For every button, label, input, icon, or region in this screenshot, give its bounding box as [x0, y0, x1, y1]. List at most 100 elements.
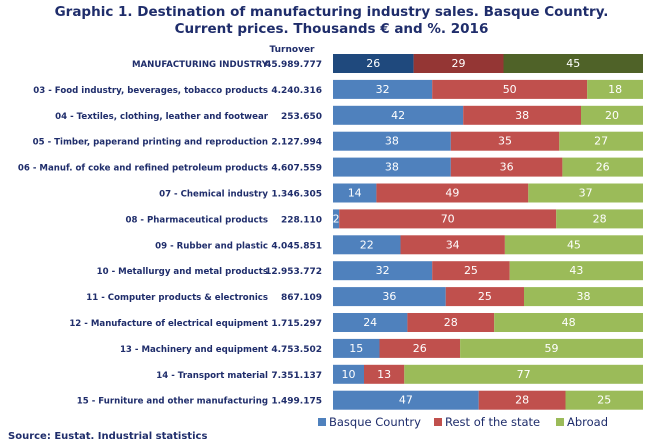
turnover-value: 1.499.175: [271, 397, 322, 407]
turnover-value: 1.715.297: [271, 319, 322, 329]
chart-title-line1: Graphic 1. Destination of manufacturing …: [54, 4, 609, 20]
bar-segment-basque-country: [333, 261, 433, 281]
bar-segment-abroad: [494, 313, 643, 332]
bar-segment-rest-of-state: [432, 261, 510, 281]
bar-data-label: 32: [376, 83, 390, 96]
bar-data-label: 38: [577, 290, 591, 303]
chart-title: Graphic 1. Destination of manufacturing …: [0, 4, 663, 38]
turnover-value: 4.607.559: [271, 164, 322, 174]
bar-segment-rest-of-state: [407, 313, 495, 332]
bar-segment-basque-country: [333, 235, 401, 255]
turnover-value: 4.045.851: [271, 241, 322, 251]
bar-segment-abroad: [460, 338, 643, 358]
bar-data-label: 36: [382, 290, 396, 303]
bar-data-label: 20: [605, 109, 619, 122]
bar-data-label: 26: [413, 342, 427, 355]
turnover-value: 45.989.777: [265, 60, 322, 70]
category-label: 05 - Timber, paperand printing and repro…: [33, 138, 268, 148]
bar-data-label: 10: [342, 368, 356, 381]
bar-data-label: 28: [593, 212, 607, 225]
bar-segment-basque-country: [333, 364, 364, 384]
turnover-value: 12.953.772: [265, 267, 322, 277]
category-label: 04 - Textiles, clothing, leather and foo…: [55, 112, 269, 122]
bar-data-label: 45: [567, 238, 581, 251]
bar-data-label: 47: [399, 394, 413, 407]
bar-segment-abroad: [509, 261, 643, 281]
category-label: 10 - Metallurgy and metal products: [97, 267, 268, 277]
bar-segment-basque-country: [333, 287, 446, 307]
turnover-value: 4.753.502: [271, 345, 322, 355]
bar-segment-abroad: [404, 364, 643, 384]
turnover-value: 4.240.316: [271, 86, 322, 96]
bar-data-label: 38: [385, 161, 399, 174]
bar-data-label: 22: [360, 238, 374, 251]
bar-segment-abroad: [562, 157, 643, 177]
category-label: 15 - Furniture and other manufacturing: [77, 397, 268, 407]
bar-segment-rest-of-state: [450, 157, 563, 177]
legend-label: Abroad: [567, 415, 608, 429]
chart-title-line2: Current prices. Thousands € and %. 2016: [174, 21, 489, 37]
legend-swatch: [556, 418, 564, 426]
bar-data-label: 77: [517, 368, 531, 381]
bar-segment-basque-country: [333, 105, 464, 125]
category-label: 08 - Pharmaceutical products: [125, 215, 268, 225]
category-label: 12 - Manufacture of electrical equipment: [69, 319, 268, 329]
turnover-value: 1.346.305: [271, 190, 322, 200]
bar-data-label: 34: [446, 238, 460, 251]
bar-data-label: 28: [444, 316, 458, 329]
bar-segment-abroad: [587, 79, 643, 99]
bar-data-label: 42: [391, 109, 405, 122]
bar-segment-basque-country: [333, 157, 451, 177]
bar-segment-basque-country: [333, 79, 433, 99]
bar-segment-rest-of-state: [400, 235, 505, 255]
chart-legend: Basque Country Rest of the state Abroad: [318, 415, 608, 429]
bar-data-label: 38: [385, 135, 399, 148]
bar-segment-basque-country: [333, 390, 479, 410]
bar-segment-rest-of-state: [478, 390, 566, 410]
bar-data-label: 2: [333, 212, 340, 225]
bar-segment-basque-country: [333, 131, 451, 151]
turnover-value: 228.110: [281, 215, 322, 225]
bar-data-label: 59: [545, 342, 559, 355]
bar-segment-abroad: [565, 390, 643, 410]
bar-segment-rest-of-state: [413, 54, 504, 73]
bar-data-label: 45: [566, 57, 580, 70]
bar-segment-abroad: [503, 54, 643, 73]
bar-segment-rest-of-state: [450, 131, 560, 151]
bar-segment-basque-country: [333, 338, 380, 358]
bar-segment-abroad: [581, 105, 643, 125]
bar-segment-rest-of-state: [432, 79, 588, 99]
bar-data-label: 32: [376, 264, 390, 277]
turnover-value: 867.109: [281, 293, 322, 303]
bar-data-label: 35: [498, 135, 512, 148]
bar-segment-rest-of-state: [463, 105, 581, 125]
bar-segment-basque-country: [333, 54, 414, 73]
legend-swatch: [434, 418, 442, 426]
category-label: 09 - Rubber and plastic: [155, 241, 268, 251]
bar-data-label: 26: [596, 161, 610, 174]
bar-segment-rest-of-state: [376, 183, 529, 203]
bar-data-label: 27: [594, 135, 608, 148]
bar-data-label: 38: [515, 109, 529, 122]
source-note: Source: Eustat. Industrial statistics: [8, 431, 208, 442]
category-label: 14 - Transport material: [156, 371, 268, 381]
bar-data-label: 50: [503, 83, 517, 96]
turnover-value: 2.127.994: [271, 138, 322, 148]
bar-segment-rest-of-state: [379, 338, 461, 358]
category-label: 06 - Manuf. of coke and refined petroleu…: [18, 164, 268, 174]
bar-segment-abroad: [524, 287, 643, 307]
bar-data-label: 13: [377, 368, 391, 381]
category-label: 13 - Machinery and equipment: [120, 345, 268, 355]
bar-data-label: 37: [579, 187, 593, 200]
bar-data-label: 25: [478, 290, 492, 303]
turnover-value: 253.650: [281, 112, 322, 122]
bar-data-label: 24: [363, 316, 377, 329]
legend-label: Basque Country: [329, 415, 421, 429]
bar-data-label: 18: [608, 83, 622, 96]
bar-data-label: 26: [366, 57, 380, 70]
category-label: 11 - Computer products & electronics: [86, 293, 268, 303]
bar-segment-abroad: [528, 183, 643, 203]
bar-data-label: 70: [441, 212, 455, 225]
bar-segment-basque-country: [333, 183, 377, 203]
